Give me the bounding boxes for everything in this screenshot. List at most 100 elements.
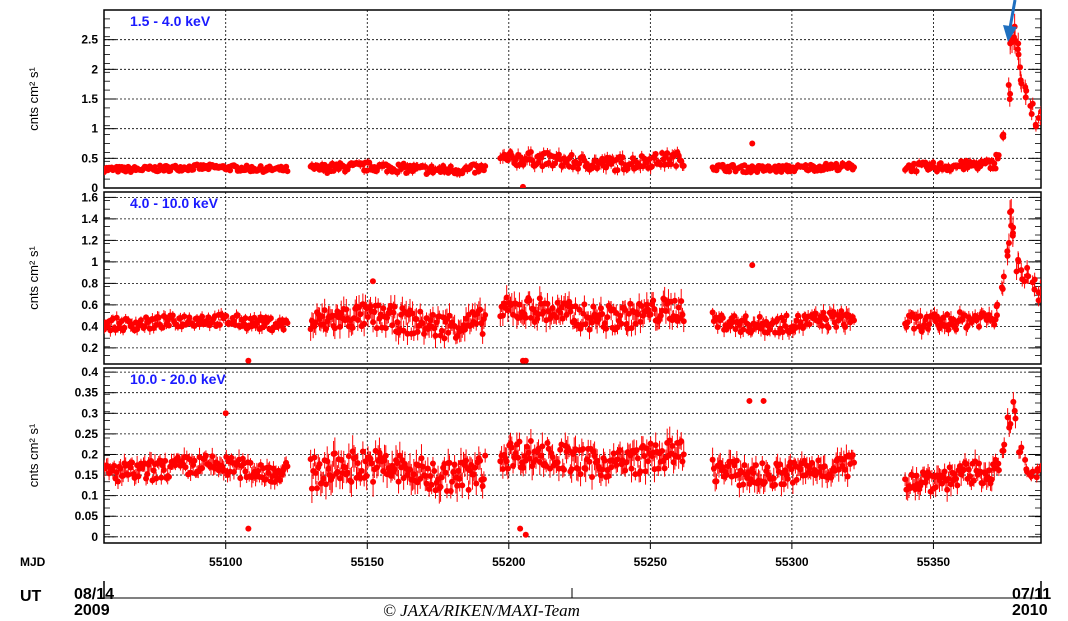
data-point (499, 465, 506, 472)
data-point (577, 471, 584, 478)
data-point (202, 452, 209, 459)
data-point (618, 320, 625, 327)
data-point (441, 335, 448, 342)
data-point (475, 168, 482, 175)
data-point (113, 469, 120, 476)
data-point (599, 311, 606, 318)
data-point (603, 325, 610, 332)
data-point (1034, 468, 1041, 475)
data-point (590, 303, 597, 310)
data-point (944, 311, 951, 318)
data-point (642, 468, 649, 475)
data-point (652, 442, 659, 449)
data-point (345, 453, 352, 460)
data-point (976, 460, 983, 467)
data-point (429, 460, 436, 467)
data-point (842, 324, 849, 331)
data-point (527, 149, 534, 156)
data-point (373, 325, 380, 332)
y-tick-label: 0.1 (81, 489, 98, 503)
data-point (589, 319, 596, 326)
data-point (429, 311, 436, 318)
data-point (230, 468, 237, 475)
data-point (1027, 472, 1034, 479)
data-point (647, 311, 654, 318)
data-point (930, 159, 937, 166)
data-point (664, 150, 671, 157)
data-point (515, 454, 522, 461)
data-point (746, 397, 753, 404)
data-point (742, 313, 749, 320)
data-point (222, 467, 229, 474)
data-point (216, 321, 223, 328)
panel-1: 0 0.5 1 1.5 2 2.5 1.5 - 4.0 keV cnts cm² s¹ (26, 9, 1042, 195)
data-point (964, 323, 971, 330)
data-point (160, 467, 167, 474)
data-point (447, 163, 454, 170)
ut-axis-label: UT (20, 588, 42, 605)
data-point (370, 319, 377, 326)
data-point (165, 322, 172, 329)
data-point (770, 475, 777, 482)
data-point (191, 457, 198, 464)
data-point (223, 313, 230, 320)
data-point (794, 312, 801, 319)
data-point (540, 308, 547, 315)
data-point (965, 466, 972, 473)
data-point (679, 458, 686, 465)
ut-start-date: 08/14 (74, 586, 114, 603)
data-point (727, 323, 734, 330)
data-point (634, 455, 641, 462)
data-point (719, 464, 726, 471)
data-point (363, 473, 370, 480)
data-point (995, 467, 1002, 474)
data-point (471, 464, 478, 471)
data-point (359, 448, 366, 455)
data-points (104, 198, 1041, 364)
data-point (417, 475, 424, 482)
data-point (1023, 87, 1030, 94)
data-point (382, 325, 389, 332)
data-point (820, 309, 827, 316)
y-tick-label: 1.5 (81, 92, 98, 106)
data-point (1038, 108, 1041, 115)
data-point (394, 460, 401, 467)
data-point (155, 314, 162, 321)
data-point (619, 154, 626, 161)
data-point (182, 464, 189, 471)
data-point (655, 465, 662, 472)
data-point (454, 482, 461, 489)
data-point (270, 465, 277, 472)
data-point (1005, 82, 1012, 89)
copyright-credit: © JAXA/RIKEN/MAXI-Team (383, 601, 580, 620)
mjd-tick-label: 55150 (351, 555, 385, 569)
data-point (659, 447, 666, 454)
data-point (675, 304, 682, 311)
data-point (519, 183, 526, 188)
data-point (822, 316, 829, 323)
data-point (554, 459, 561, 466)
data-point (1017, 64, 1024, 71)
data-point (384, 168, 391, 175)
data-point (418, 455, 425, 462)
data-point (641, 453, 648, 460)
data-point (613, 462, 620, 469)
data-point (569, 164, 576, 171)
y-tick-label: 0.8 (81, 276, 98, 290)
data-point (605, 473, 612, 480)
y-tick-label: 0.2 (81, 447, 98, 461)
data-point (539, 443, 546, 450)
data-point (650, 297, 657, 304)
band-label: 1.5 - 4.0 keV (130, 13, 211, 29)
data-point (709, 456, 716, 463)
band-label: 10.0 - 20.0 keV (130, 371, 226, 387)
data-point (586, 458, 593, 465)
data-point (833, 160, 840, 167)
data-point (993, 312, 1000, 319)
data-point (801, 457, 808, 464)
data-point (561, 466, 568, 473)
mjd-axis-label: MJD (20, 555, 46, 569)
data-point (421, 330, 428, 337)
data-point (242, 315, 249, 322)
